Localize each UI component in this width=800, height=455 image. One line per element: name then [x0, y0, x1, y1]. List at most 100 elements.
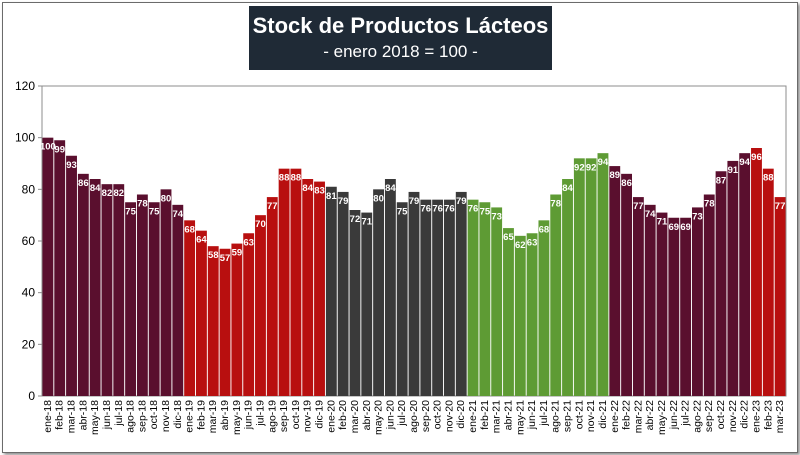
- bar-mar-18: [66, 155, 77, 396]
- x-tick-label-mar-23: mar-23: [774, 400, 786, 433]
- x-tick-label-mar-22: mar-22: [632, 400, 644, 433]
- x-tick-label-oct-20: oct-20: [432, 400, 444, 429]
- data-label-may-18: 84: [90, 183, 101, 194]
- bar-feb-19: [195, 230, 207, 396]
- data-label-jul-22: 69: [680, 222, 691, 233]
- x-tick-label-nov-21: nov-21: [585, 400, 597, 432]
- x-tick-label-mar-20: mar-20: [349, 400, 361, 433]
- bars: [42, 137, 786, 396]
- y-tick-label: 60: [22, 234, 36, 248]
- bar-ene-23: [751, 148, 762, 396]
- x-tick-label-ene-18: ene-18: [42, 400, 54, 433]
- bar-jul-19: [255, 215, 266, 396]
- x-tick-label-feb-20: feb-20: [337, 400, 349, 430]
- data-label-sep-21: 84: [562, 183, 573, 194]
- data-label-oct-21: 92: [574, 162, 585, 173]
- x-tick-label-mar-18: mar-18: [66, 400, 78, 433]
- chart-subtitle: - enero 2018 = 100 -: [323, 42, 478, 61]
- x-tick-label-feb-22: feb-22: [621, 400, 633, 430]
- x-tick-label-nov-19: nov-19: [302, 400, 314, 432]
- bar-feb-21: [479, 202, 491, 396]
- data-label-ene-21: 76: [468, 204, 479, 215]
- chart-title: Stock de Productos Lácteos: [252, 13, 549, 38]
- x-tick-label-jun-18: jun-18: [101, 400, 113, 430]
- data-label-feb-18: 99: [54, 144, 65, 155]
- bar-jun-18: [101, 184, 113, 396]
- x-tick-label-jun-20: jun-20: [384, 400, 396, 430]
- bar-ene-18: [42, 137, 54, 396]
- bar-mar-21: [491, 207, 503, 396]
- bar-jul-22: [680, 217, 692, 396]
- bar-oct-19: [290, 168, 302, 396]
- bar-may-21: [514, 235, 526, 396]
- bar-dic-19: [314, 181, 325, 396]
- x-tick-label-dic-18: dic-18: [172, 400, 184, 429]
- data-label-ene-20: 81: [326, 191, 337, 202]
- data-label-mar-23: 77: [775, 201, 786, 212]
- x-tick-label-ago-21: ago-21: [550, 400, 562, 433]
- bar-jun-21: [526, 233, 538, 396]
- data-label-oct-20: 76: [432, 204, 443, 215]
- bar-may-22: [656, 212, 668, 396]
- data-label-abr-18: 86: [78, 178, 89, 189]
- bar-nov-20: [443, 199, 455, 396]
- data-label-sep-20: 76: [421, 204, 432, 215]
- x-tick-label-jun-19: jun-19: [243, 400, 255, 430]
- data-label-nov-21: 92: [586, 162, 597, 173]
- data-label-mar-20: 72: [350, 214, 361, 225]
- y-tick-label: 40: [22, 286, 36, 300]
- data-label-nov-19: 84: [302, 183, 313, 194]
- data-label-dic-20: 79: [456, 196, 467, 207]
- bar-abr-21: [503, 228, 514, 396]
- data-label-nov-18: 80: [161, 193, 172, 204]
- x-tick-label-sep-22: sep-22: [703, 400, 715, 432]
- x-tick-label-jul-18: jul-18: [113, 400, 125, 427]
- data-label-nov-22: 91: [728, 165, 739, 176]
- x-tick-label-feb-19: feb-19: [195, 400, 207, 430]
- bar-feb-20: [337, 191, 349, 396]
- data-label-mar-21: 73: [491, 211, 502, 222]
- data-label-dic-22: 94: [739, 157, 750, 168]
- x-tick-label-may-18: may-18: [89, 400, 101, 435]
- data-label-nov-20: 76: [444, 204, 455, 215]
- bar-may-20: [373, 189, 385, 396]
- bar-ago-21: [550, 194, 562, 396]
- x-tick-label-ene-22: ene-22: [609, 400, 621, 433]
- x-tick-label-may-22: may-22: [656, 400, 668, 435]
- x-tick-label-sep-18: sep-18: [136, 400, 148, 432]
- bar-jun-22: [668, 217, 680, 396]
- bar-feb-23: [762, 168, 774, 396]
- bar-oct-20: [432, 199, 444, 396]
- x-tick-label-ago-20: ago-20: [408, 400, 420, 433]
- data-label-abr-21: 65: [503, 232, 514, 243]
- data-label-jun-19: 63: [243, 237, 254, 248]
- data-label-ago-20: 79: [409, 196, 420, 207]
- y-tick-label: 120: [15, 79, 35, 93]
- bar-mar-22: [632, 197, 644, 396]
- y-tick-label: 100: [15, 131, 35, 145]
- x-tick-label-nov-20: nov-20: [443, 400, 455, 432]
- data-label-feb-23: 88: [763, 173, 774, 184]
- x-tick-label-dic-20: dic-20: [455, 400, 467, 429]
- x-tick-label-ene-23: ene-23: [750, 400, 762, 433]
- x-tick-label-ene-21: ene-21: [467, 400, 479, 433]
- data-label-jul-19: 70: [255, 219, 266, 230]
- bar-feb-18: [54, 140, 66, 396]
- data-label-abr-22: 74: [645, 209, 656, 220]
- x-tick-label-may-19: may-19: [231, 400, 243, 435]
- data-label-mar-19: 58: [208, 250, 219, 261]
- data-label-may-20: 80: [373, 193, 384, 204]
- data-label-feb-19: 64: [196, 235, 207, 246]
- data-label-abr-20: 71: [361, 217, 372, 228]
- x-tick-label-jul-22: jul-22: [680, 400, 692, 427]
- data-label-may-22: 71: [657, 217, 668, 228]
- data-label-abr-19: 57: [220, 253, 231, 264]
- bar-ago-18: [125, 202, 137, 396]
- data-label-mar-22: 77: [633, 201, 644, 212]
- x-tick-label-abr-20: abr-20: [361, 400, 373, 431]
- bar-abr-22: [644, 204, 656, 396]
- bar-ago-20: [408, 191, 420, 396]
- y-tick-label: 80: [22, 182, 36, 196]
